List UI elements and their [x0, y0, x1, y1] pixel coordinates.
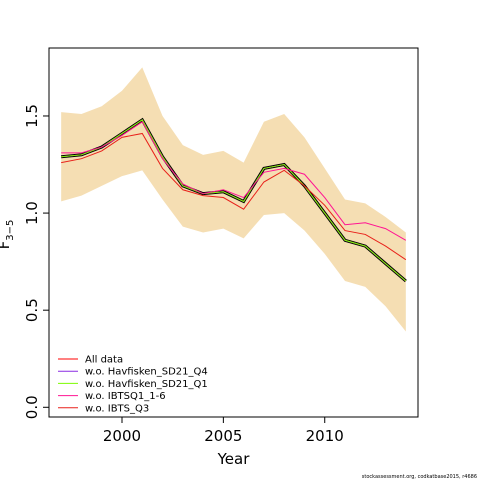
x-tick-label: 2010 [306, 427, 344, 445]
x-tick-label: 2000 [103, 427, 141, 445]
series-line-3 [61, 121, 407, 241]
legend-label: w.o. Havfisken_SD21_Q1 [85, 379, 208, 390]
legend-label: All data [85, 355, 123, 366]
y-tick-label: 1.5 [23, 104, 41, 128]
x-tick-label: 2005 [204, 427, 242, 445]
series-layer [61, 117, 407, 283]
legend-label: w.o. IBTS_Q3 [85, 403, 149, 414]
y-axis-title-subscript: 3−5 [5, 220, 16, 241]
confidence-band-layer [61, 67, 406, 332]
y-tick-label: 0.5 [23, 298, 41, 322]
x-axis: 2000 2005 2010 [103, 417, 344, 445]
y-axis-title-main: F [0, 241, 13, 250]
series-line-4 [61, 132, 407, 261]
y-tick-label: 1.0 [23, 201, 41, 225]
legend-label: w.o. IBTSQ1_1-6 [85, 391, 166, 402]
x-axis-title: Year [217, 450, 251, 468]
y-axis-title: F3−5 [0, 220, 16, 250]
confidence-band [61, 67, 406, 332]
y-tick-label: 0.0 [23, 395, 41, 419]
footer-credit: stockassessment.org, codkatbase2015, r46… [362, 474, 477, 480]
plot-frame [48, 47, 419, 418]
y-axis: 0.0 0.5 1.0 1.5 [23, 104, 49, 419]
series-line-2 [61, 119, 407, 282]
legend-label: w.o. Havfisken_SD21_Q4 [85, 367, 208, 378]
